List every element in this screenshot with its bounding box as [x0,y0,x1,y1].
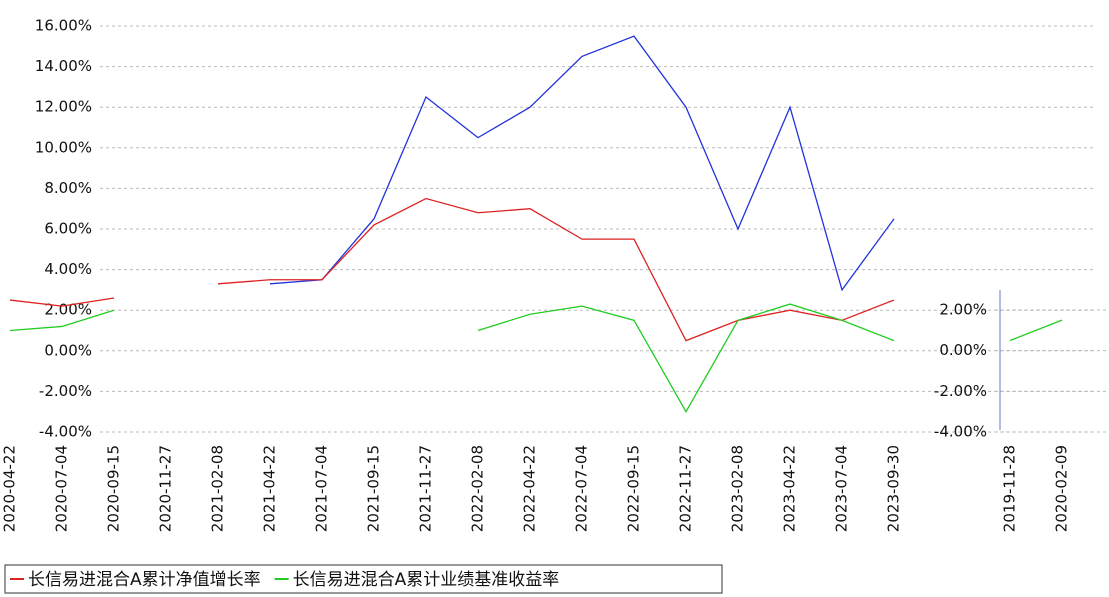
legend-box [4,564,723,594]
y-tick-label: 0.00% [939,341,987,359]
x-tick-label: 2020-09-15 [105,445,123,532]
series-line [1009,319,1063,342]
x-tick-label: 2023-09-30 [885,445,903,532]
x-tick-label: 2019-11-28 [1001,445,1019,532]
series-line [9,303,895,414]
legend-label: 长信易进混合A累计净值增长率 [28,570,261,590]
y-tick-label: -4.00% [39,423,92,441]
x-tick-label: 2020-07-04 [53,445,71,532]
x-tick-label: 2020-04-22 [1,445,19,532]
series-line [269,35,895,292]
y-tick-label: 2.00% [939,301,987,319]
y-tick-label: -2.00% [39,382,92,400]
x-tick-label: 2022-04-22 [521,445,539,532]
x-tick-label: 2021-11-27 [417,445,435,532]
y-tick-label: 10.00% [35,138,92,156]
x-tick-label: 2022-09-15 [625,445,643,532]
y-tick-label: -2.00% [934,382,987,400]
y-tick-label: 8.00% [44,179,92,197]
x-tick-label: 2021-02-08 [209,445,227,532]
x-tick-label: 2021-09-15 [365,445,383,532]
y-tick-label: 12.00% [35,98,92,116]
x-tick-label: 2023-04-22 [781,445,799,532]
series-line [9,197,895,342]
legend-label: 长信易进混合A累计业绩基准收益率 [293,570,560,590]
y-tick-label: 6.00% [44,220,92,238]
y-tick-label: 16.00% [35,17,92,35]
x-tick-label: 2022-11-27 [677,445,695,532]
x-tick-label: 2021-07-04 [313,445,331,532]
y-tick-label: 2.00% [44,301,92,319]
x-tick-label: 2022-07-04 [573,445,591,532]
y-tick-label: 0.00% [44,341,92,359]
y-tick-label: -4.00% [934,423,987,441]
x-tick-label: 2023-07-04 [833,445,851,532]
x-tick-label: 2020-02-09 [1053,445,1071,532]
x-tick-label: 2022-02-08 [469,445,487,532]
x-tick-label: 2021-04-22 [261,445,279,532]
x-tick-label: 2020-11-27 [157,445,175,532]
x-tick-label: 2023-02-08 [729,445,747,532]
y-tick-label: 14.00% [35,57,92,75]
y-tick-label: 4.00% [44,260,92,278]
